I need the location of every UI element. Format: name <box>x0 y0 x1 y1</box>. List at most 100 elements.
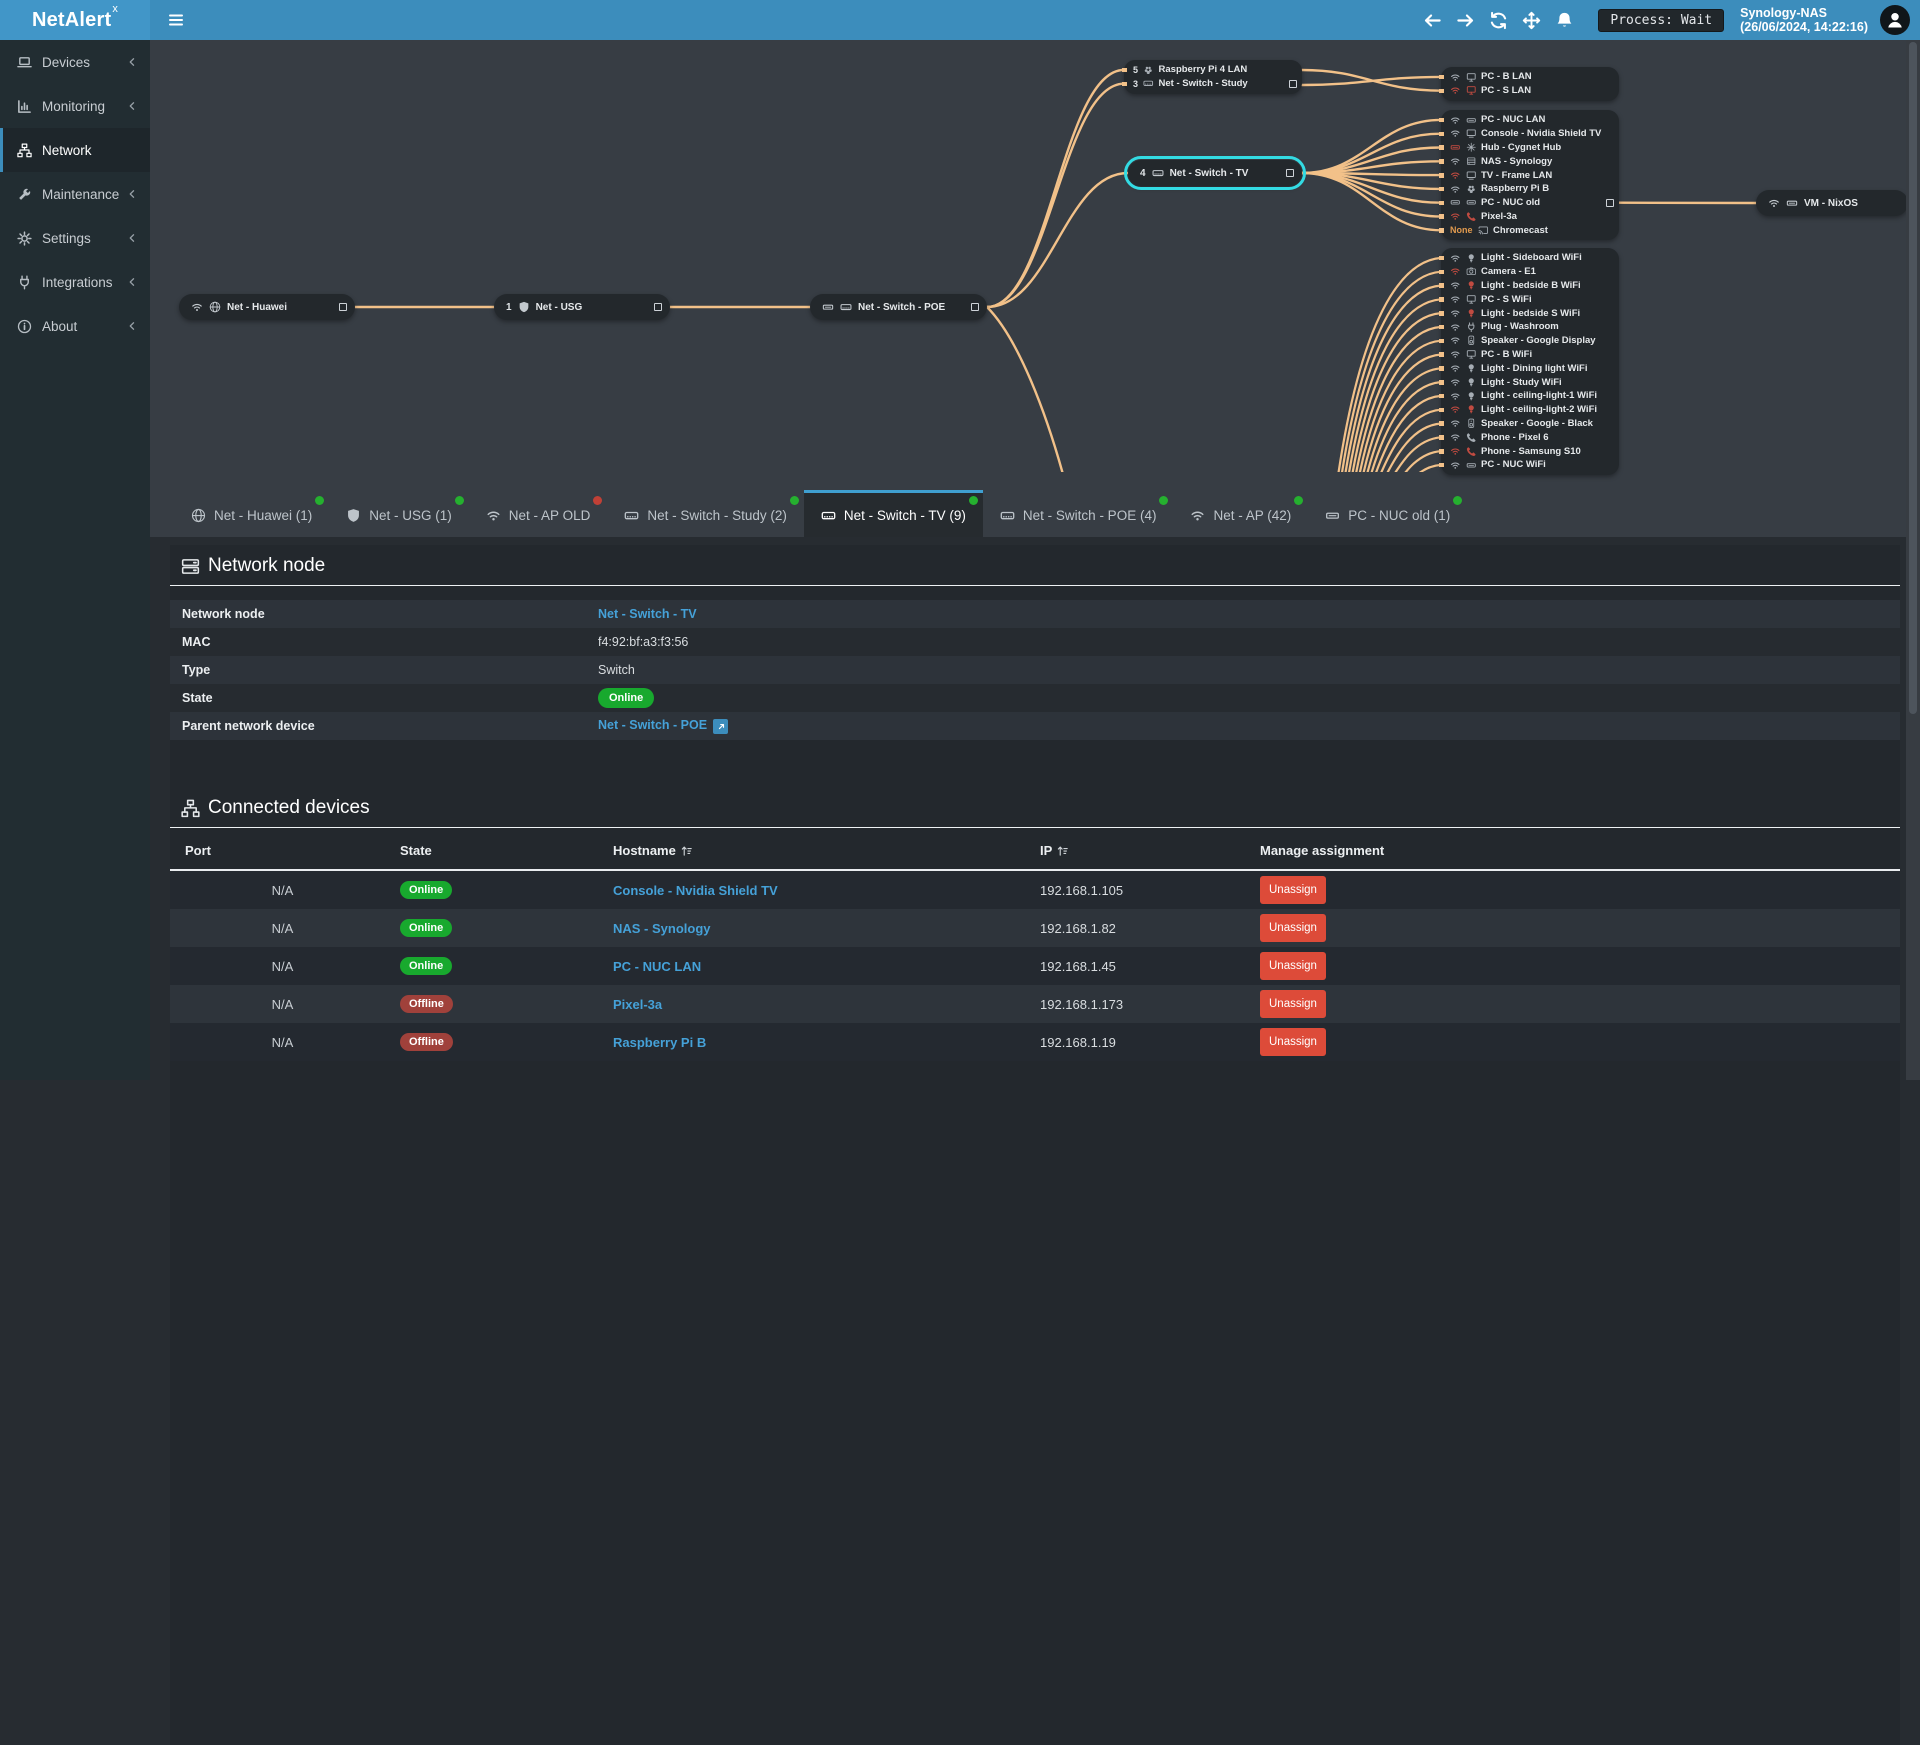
arrow-right-icon[interactable] <box>1456 11 1475 30</box>
user-avatar[interactable] <box>1880 5 1910 35</box>
cluster-row-speaker-google-display[interactable]: Speaker - Google Display <box>1441 334 1619 348</box>
tab-net-switch-study-2[interactable]: Net - Switch - Study (2) <box>607 490 804 537</box>
sidebar-item-devices[interactable]: Devices <box>0 40 150 84</box>
topology-node-net-huawei[interactable]: Net - Huawei <box>179 294 355 320</box>
hostname-link[interactable]: NAS - Synology <box>613 921 711 936</box>
hostname-link[interactable]: Pixel-3a <box>613 997 662 1012</box>
sidebar-item-label: Integrations <box>42 275 127 290</box>
hostname-link[interactable]: Raspberry Pi B <box>613 1035 706 1050</box>
topology-node-net-switch-poe[interactable]: Net - Switch - POE <box>810 294 987 320</box>
cluster-row-tv-frame-lan[interactable]: TV - Frame LAN <box>1441 168 1619 182</box>
tab-net-usg-1[interactable]: Net - USG (1) <box>329 490 469 537</box>
phone-icon <box>1466 446 1477 457</box>
cluster-row-pc-nuc-old[interactable]: PC - NUC old <box>1441 196 1619 210</box>
tab-net-huawei-1[interactable]: Net - Huawei (1) <box>174 490 329 537</box>
cluster-row-pixel-3a[interactable]: Pixel-3a <box>1441 210 1619 224</box>
phone-icon <box>1466 432 1477 443</box>
cluster-row-light-study-wifi[interactable]: Light - Study WiFi <box>1441 375 1619 389</box>
hamburger-menu-icon[interactable] <box>167 12 185 28</box>
edge-anchor-dot <box>1439 118 1444 123</box>
cluster-row-raspberry-pi-b[interactable]: Raspberry Pi B <box>1441 182 1619 196</box>
cluster-row-phone-pixel-6[interactable]: Phone - Pixel 6 <box>1441 430 1619 444</box>
sidebar-item-label: Devices <box>42 55 127 70</box>
move-icon[interactable] <box>1522 11 1541 30</box>
sort-icon[interactable] <box>681 845 693 857</box>
tab-net-ap-old[interactable]: Net - AP OLD <box>469 490 608 537</box>
cluster-row-nas-synology[interactable]: NAS - Synology <box>1441 154 1619 168</box>
topology-node-vm-nixos[interactable]: VM - NixOS <box>1756 190 1906 216</box>
cluster-row-pc-nuc-lan[interactable]: PC - NUC LAN <box>1441 113 1619 127</box>
refresh-icon[interactable] <box>1489 11 1508 30</box>
cluster-row-hub-cygnet-hub[interactable]: Hub - Cygnet Hub <box>1441 141 1619 155</box>
cluster-row-pc-s-lan[interactable]: PC - S LAN <box>1441 84 1619 98</box>
switch-icon <box>821 508 836 523</box>
cluster-row-camera-e1[interactable]: Camera - E1 <box>1441 265 1619 279</box>
wifi-icon <box>1450 280 1461 291</box>
arrow-left-icon[interactable] <box>1423 11 1442 30</box>
tab-net-switch-poe-4[interactable]: Net - Switch - POE (4) <box>983 490 1174 537</box>
cluster-row-plug-washroom[interactable]: Plug - Washroom <box>1441 320 1619 334</box>
cluster-row-pc-s-wifi[interactable]: PC - S WiFi <box>1441 292 1619 306</box>
cluster-row-pc-b-lan[interactable]: PC - B LAN <box>1441 70 1619 84</box>
unassign-button[interactable]: Unassign <box>1260 1028 1326 1056</box>
sidebar-item-label: Maintenance <box>42 187 127 202</box>
sidebar-item-monitoring[interactable]: Monitoring <box>0 84 150 128</box>
column-header-hostname[interactable]: Hostname <box>608 843 1035 858</box>
hostname-cell: NAS - Synology <box>608 921 1035 936</box>
detail-value: Net - Switch - TV <box>598 607 697 621</box>
cluster-row-light-ceiling-light-1-wifi[interactable]: Light - ceiling-light-1 WiFi <box>1441 389 1619 403</box>
cluster-row-speaker-google-black[interactable]: Speaker - Google - Black <box>1441 417 1619 431</box>
sidebar-item-network[interactable]: Network <box>0 128 150 172</box>
sidebar-item-about[interactable]: About <box>0 304 150 348</box>
cluster-row-pc-b-wifi[interactable]: PC - B WiFi <box>1441 348 1619 362</box>
unassign-button[interactable]: Unassign <box>1260 914 1326 942</box>
topology-edge <box>1302 148 1441 174</box>
unassign-button[interactable]: Unassign <box>1260 990 1326 1018</box>
sidebar-item-maintenance[interactable]: Maintenance <box>0 172 150 216</box>
node-label: Net - Switch - POE <box>858 302 945 313</box>
tab-pc-nuc-old-1[interactable]: PC - NUC old (1) <box>1308 490 1467 537</box>
column-header-ip[interactable]: IP <box>1035 843 1255 858</box>
detail-link[interactable]: Net - Switch - TV <box>598 607 697 621</box>
tab-net-switch-tv-9[interactable]: Net - Switch - TV (9) <box>804 490 983 537</box>
status-dot-green <box>969 496 978 505</box>
sidebar-item-integrations[interactable]: Integrations <box>0 260 150 304</box>
wifi-icon <box>1450 184 1461 195</box>
external-link-button[interactable] <box>713 719 728 734</box>
cluster-row-light-sideboard-wifi[interactable]: Light - Sideboard WiFi <box>1441 251 1619 265</box>
eth-icon <box>1325 508 1340 523</box>
hub-icon <box>1466 142 1477 153</box>
sort-icon[interactable] <box>1057 845 1069 857</box>
cluster-row-light-bedside-s-wifi[interactable]: Light - bedside S WiFi <box>1441 306 1619 320</box>
speaker-icon <box>1466 335 1477 346</box>
tab-label: Net - AP (42) <box>1213 508 1291 523</box>
cluster-row-console-nvidia-shield-tv[interactable]: Console - Nvidia Shield TV <box>1441 127 1619 141</box>
edge-anchor-dot <box>1439 132 1444 137</box>
device-label: Light - ceiling-light-1 WiFi <box>1481 390 1597 401</box>
edge-anchor-dot <box>1439 283 1444 288</box>
unassign-button[interactable]: Unassign <box>1260 952 1326 980</box>
bulb-icon <box>1466 308 1477 319</box>
hostname-link[interactable]: Console - Nvidia Shield TV <box>613 883 778 898</box>
desktop-icon <box>1466 294 1477 305</box>
sidebar-item-settings[interactable]: Settings <box>0 216 150 260</box>
bell-icon[interactable] <box>1555 11 1574 30</box>
cluster-row-pc-nuc-wifi[interactable]: PC - NUC WiFi <box>1441 458 1619 472</box>
sidebar-item-label: About <box>42 319 127 334</box>
unassign-button[interactable]: Unassign <box>1260 876 1326 904</box>
cluster-row-phone-samsung-s10[interactable]: Phone - Samsung S10 <box>1441 444 1619 458</box>
hostname-link[interactable]: PC - NUC LAN <box>613 959 701 974</box>
tab-net-ap-42[interactable]: Net - AP (42) <box>1173 490 1308 537</box>
cluster-row-light-dining-light-wifi[interactable]: Light - Dining light WiFi <box>1441 361 1619 375</box>
app-logo[interactable]: NetAlertx <box>0 0 150 40</box>
cluster-row-light-ceiling-light-2-wifi[interactable]: Light - ceiling-light-2 WiFi <box>1441 403 1619 417</box>
cluster-row-light-bedside-b-wifi[interactable]: Light - bedside B WiFi <box>1441 279 1619 293</box>
scrollbar-thumb[interactable] <box>1909 42 1917 714</box>
detail-link[interactable]: Net - Switch - POE <box>598 718 707 732</box>
edge-anchor-dot <box>1439 366 1444 371</box>
